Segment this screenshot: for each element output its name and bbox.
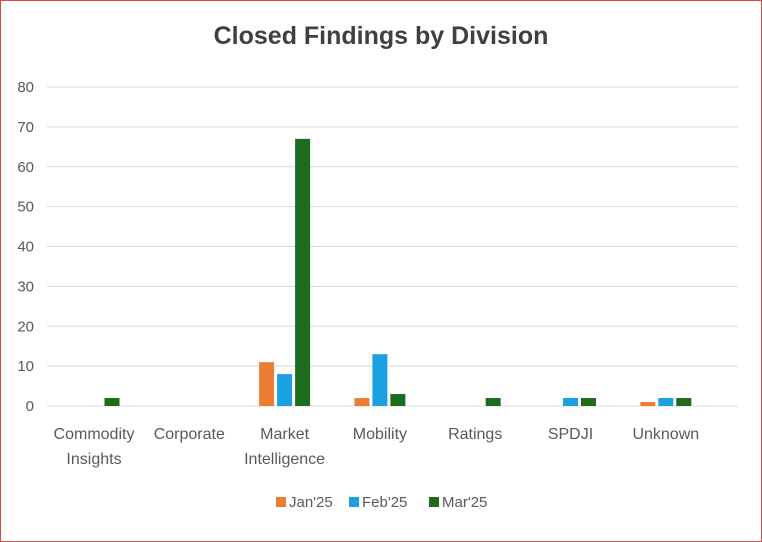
y-tick-label: 10: [17, 358, 34, 375]
bar: [354, 398, 370, 406]
y-tick-label: 30: [17, 278, 34, 295]
bar: [295, 138, 311, 406]
x-category-label: Unknown: [632, 426, 699, 443]
x-category-label: Corporate: [154, 426, 225, 443]
bar: [277, 374, 293, 406]
y-axis-ticks: 0 10 20 30 40 50 60 70 80: [17, 79, 34, 415]
y-tick-label: 20: [17, 318, 34, 335]
legend-swatch: [276, 497, 286, 507]
bar: [640, 402, 656, 406]
y-tick-label: 70: [17, 119, 34, 136]
x-category-label: Market: [260, 426, 309, 443]
bar: [372, 354, 388, 406]
y-tick-label: 40: [17, 239, 34, 256]
bar: [658, 398, 674, 406]
bar: [485, 398, 501, 406]
y-tick-label: 80: [17, 79, 34, 96]
y-tick-label: 60: [17, 159, 34, 176]
bars: [104, 138, 692, 406]
x-category-label: Intelligence: [244, 451, 325, 468]
chart-title: Closed Findings by Division: [213, 22, 549, 50]
legend-label: Jan'25: [289, 494, 333, 511]
bar: [259, 362, 275, 406]
x-category-label: Insights: [66, 451, 121, 468]
bar: [581, 398, 596, 406]
legend-label: Feb'25: [362, 494, 407, 511]
y-tick-label: 0: [26, 398, 34, 415]
x-category-label: SPDJI: [548, 426, 593, 443]
legend-swatch: [429, 497, 439, 507]
bar: [104, 398, 120, 406]
bar: [676, 398, 692, 406]
legend-swatch: [349, 497, 359, 507]
x-category-label: Ratings: [448, 426, 502, 443]
x-category-label: Commodity: [54, 426, 135, 443]
bar: [390, 394, 406, 406]
bar: [563, 398, 578, 406]
gridlines: [47, 86, 738, 407]
x-category-label: Mobility: [353, 426, 407, 443]
x-axis-labels: Commodity Insights Corporate Market Intellig…: [54, 426, 700, 468]
y-tick-label: 50: [17, 199, 34, 216]
legend-label: Mar'25: [442, 494, 487, 511]
legend: Jan'25 Feb'25 Mar'25: [276, 494, 487, 511]
